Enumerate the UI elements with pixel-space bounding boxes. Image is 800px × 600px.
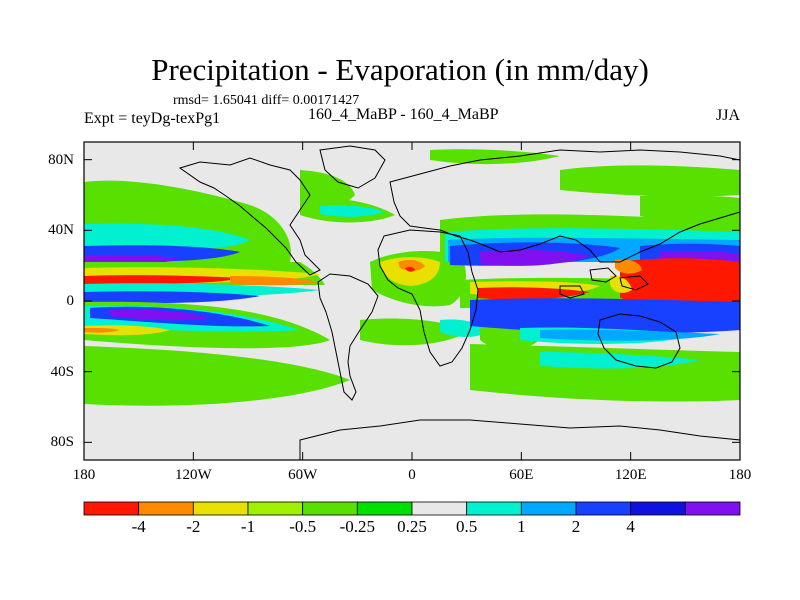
chart-title: Precipitation - Evaporation (in mm/day) bbox=[151, 52, 649, 87]
comparison-label: 160_4_MaBP - 160_4_MaBP bbox=[308, 106, 499, 123]
colorbar-swatch bbox=[138, 501, 194, 516]
x-axis-ticks bbox=[83, 142, 741, 460]
field-green-southern-ocean bbox=[84, 346, 350, 406]
field-purple-sh-pacific bbox=[110, 309, 210, 321]
coastlines bbox=[178, 145, 741, 461]
colorbar-level-label: -2 bbox=[186, 517, 201, 536]
y-tick-label: 0 bbox=[66, 293, 75, 309]
season-label: JJA bbox=[715, 107, 740, 124]
field-lightblue-indian-south bbox=[540, 329, 720, 341]
coastline-greenland bbox=[319, 145, 386, 189]
field-blue-indian-south bbox=[470, 298, 740, 334]
colorbar bbox=[83, 501, 741, 516]
x-tick-label: 120W bbox=[174, 467, 212, 483]
field-red-indian-eq bbox=[478, 287, 590, 300]
x-tick-label: 60E bbox=[509, 467, 534, 483]
coastline-australia bbox=[597, 313, 681, 369]
field-green-southern-indian bbox=[470, 344, 740, 402]
y-axis-ticks bbox=[84, 159, 740, 443]
y-tick-label: 40S bbox=[50, 363, 74, 380]
colorbar-level-label: -0.5 bbox=[289, 517, 317, 536]
field-cyan-nh-pacific bbox=[84, 223, 250, 250]
colorbar-swatch bbox=[411, 501, 468, 516]
colorbar-level-label: 2 bbox=[571, 517, 581, 536]
colorbar-level-label: 0.5 bbox=[456, 517, 478, 536]
colorbar-swatch bbox=[466, 501, 522, 516]
x-tick-label: 60W bbox=[288, 467, 318, 483]
precip-minus-evap-field bbox=[84, 149, 740, 406]
x-tick-label: 180 bbox=[728, 467, 752, 483]
field-red-west-pacific bbox=[620, 258, 740, 308]
y-tick-label: 80N bbox=[48, 151, 74, 168]
experiment-label: Expt = teyDg-texPg1 bbox=[84, 110, 221, 127]
coastline-south-america bbox=[317, 273, 379, 401]
x-tick-label: 0 bbox=[408, 467, 416, 483]
field-yellow-sh-subtropic bbox=[84, 325, 170, 336]
coastline-north-america bbox=[178, 157, 321, 276]
colorbar-level-label: -1 bbox=[240, 517, 256, 536]
field-green-arctic bbox=[560, 165, 740, 197]
x-tick-label: 120E bbox=[614, 467, 647, 483]
field-purple-monsoon bbox=[480, 249, 590, 266]
coastline-africa bbox=[377, 229, 479, 367]
colorbar-swatch bbox=[247, 501, 304, 516]
colorbar-swatch bbox=[520, 501, 577, 516]
field-orange-west-pacific bbox=[615, 259, 642, 274]
field-cyan-north-atlantic bbox=[320, 205, 385, 217]
field-blue-eq-pacific bbox=[84, 291, 260, 304]
colorbar-swatch bbox=[356, 501, 413, 516]
field-green-nw-pacific bbox=[640, 195, 740, 223]
x-tick-label: 180 bbox=[72, 467, 96, 483]
field-orange-sh-subtropic bbox=[84, 328, 120, 333]
colorbar-swatch bbox=[684, 501, 741, 516]
field-green-ne-atlantic bbox=[430, 149, 560, 165]
colorbar-swatch bbox=[302, 501, 358, 516]
field-orange-africa bbox=[398, 259, 425, 271]
colorbar-level-label: 1 bbox=[517, 517, 526, 536]
field-itcz-red bbox=[84, 275, 240, 284]
colorbar-level-label: 4 bbox=[626, 517, 635, 536]
colorbar-swatch bbox=[575, 501, 632, 516]
colorbar-level-label: -0.25 bbox=[339, 517, 376, 536]
colorbar-swatch bbox=[192, 501, 249, 516]
field-yellow-west-pacific bbox=[610, 275, 632, 293]
coastline-europe-asia bbox=[389, 149, 741, 263]
colorbar-swatch bbox=[83, 501, 140, 516]
colorbar-swatch bbox=[630, 501, 686, 516]
y-tick-label: 80S bbox=[50, 434, 74, 451]
field-red-africa bbox=[405, 266, 415, 272]
coastline-maritime-islands bbox=[559, 267, 649, 299]
colorbar-level-label: 0.25 bbox=[397, 517, 427, 536]
y-tick-label: 40N bbox=[48, 222, 74, 239]
field-cyan-southern-indian bbox=[540, 352, 700, 369]
colorbar-level-label: -4 bbox=[131, 517, 146, 536]
field-orange-eq bbox=[230, 276, 320, 286]
rmsd-diff-stats: rmsd= 1.65041 diff= 0.00171427 bbox=[173, 93, 360, 108]
